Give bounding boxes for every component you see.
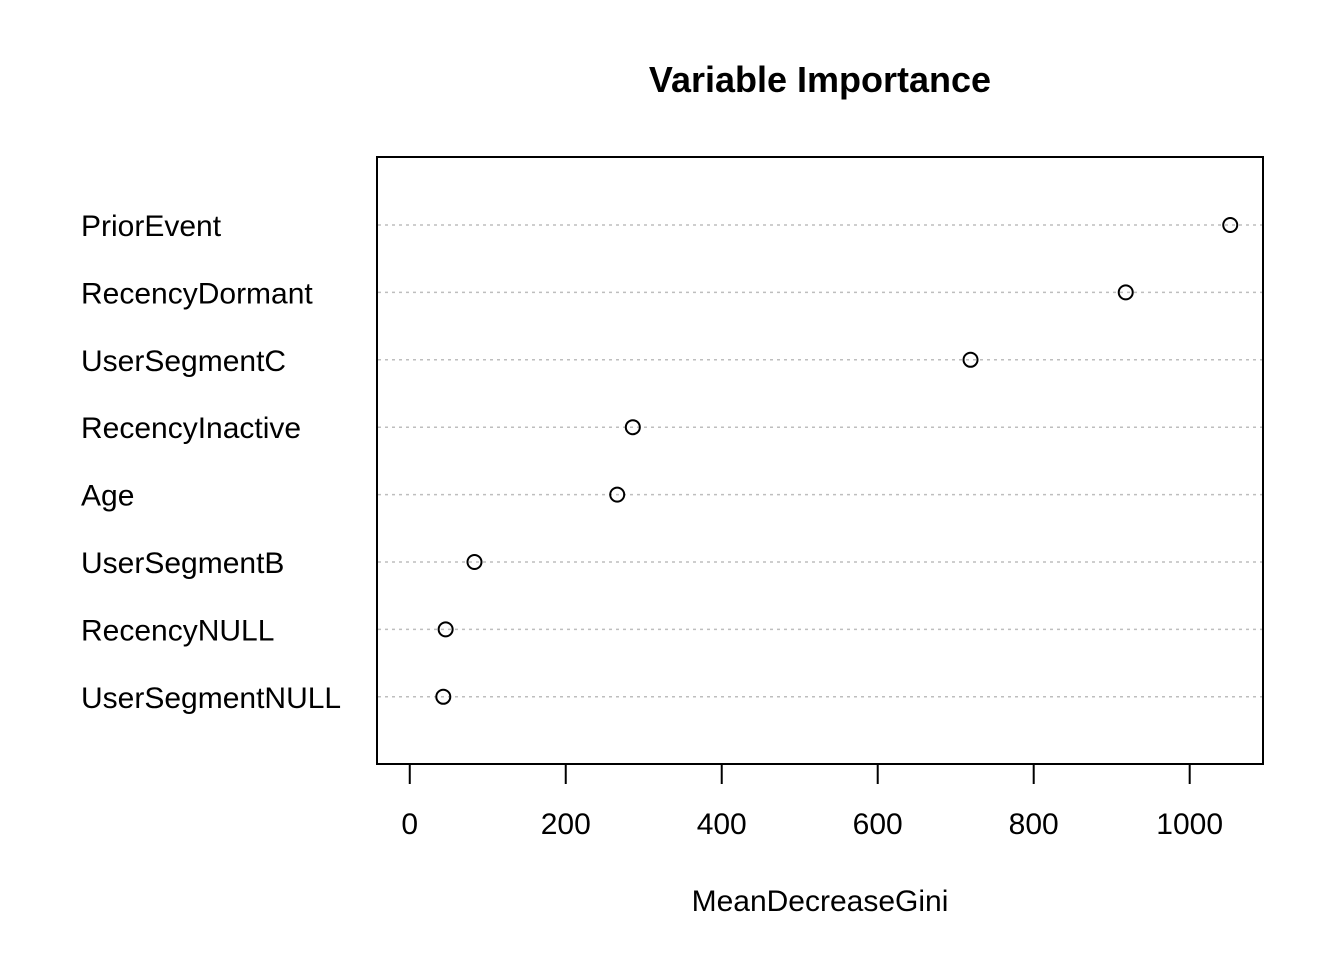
data-point <box>435 688 452 705</box>
plot-frame <box>376 156 1264 765</box>
x-tick-label: 800 <box>1009 808 1059 841</box>
data-point <box>609 486 626 503</box>
x-axis-label: MeanDecreaseGini <box>692 885 949 918</box>
data-point <box>437 621 454 638</box>
category-label: UserSegmentB <box>81 547 284 580</box>
category-label: Age <box>81 480 134 513</box>
chart-title: Variable Importance <box>649 59 991 100</box>
data-point <box>1222 217 1239 233</box>
category-label: UserSegmentC <box>81 345 286 378</box>
data-point <box>1117 284 1134 301</box>
x-tick-label: 0 <box>401 808 418 841</box>
category-label: RecencyInactive <box>81 412 301 445</box>
category-label: PriorEvent <box>81 210 222 243</box>
category-labels: PriorEvent RecencyDormant UserSegmentC Rece… <box>81 210 341 715</box>
x-tick-label: 200 <box>541 808 591 841</box>
category-label: RecencyDormant <box>81 277 313 310</box>
x-tick-label: 1000 <box>1156 808 1223 841</box>
category-label: UserSegmentNULL <box>81 682 341 715</box>
guide-lines <box>378 224 1262 698</box>
category-label: RecencyNULL <box>81 614 274 647</box>
x-tick-label: 600 <box>853 808 903 841</box>
data-point <box>624 419 641 436</box>
data-point <box>466 554 483 570</box>
x-axis: 0 200 400 600 800 1000 <box>401 763 1223 841</box>
data-points <box>435 217 1239 705</box>
x-tick-label: 400 <box>697 808 747 841</box>
data-point <box>962 351 979 368</box>
